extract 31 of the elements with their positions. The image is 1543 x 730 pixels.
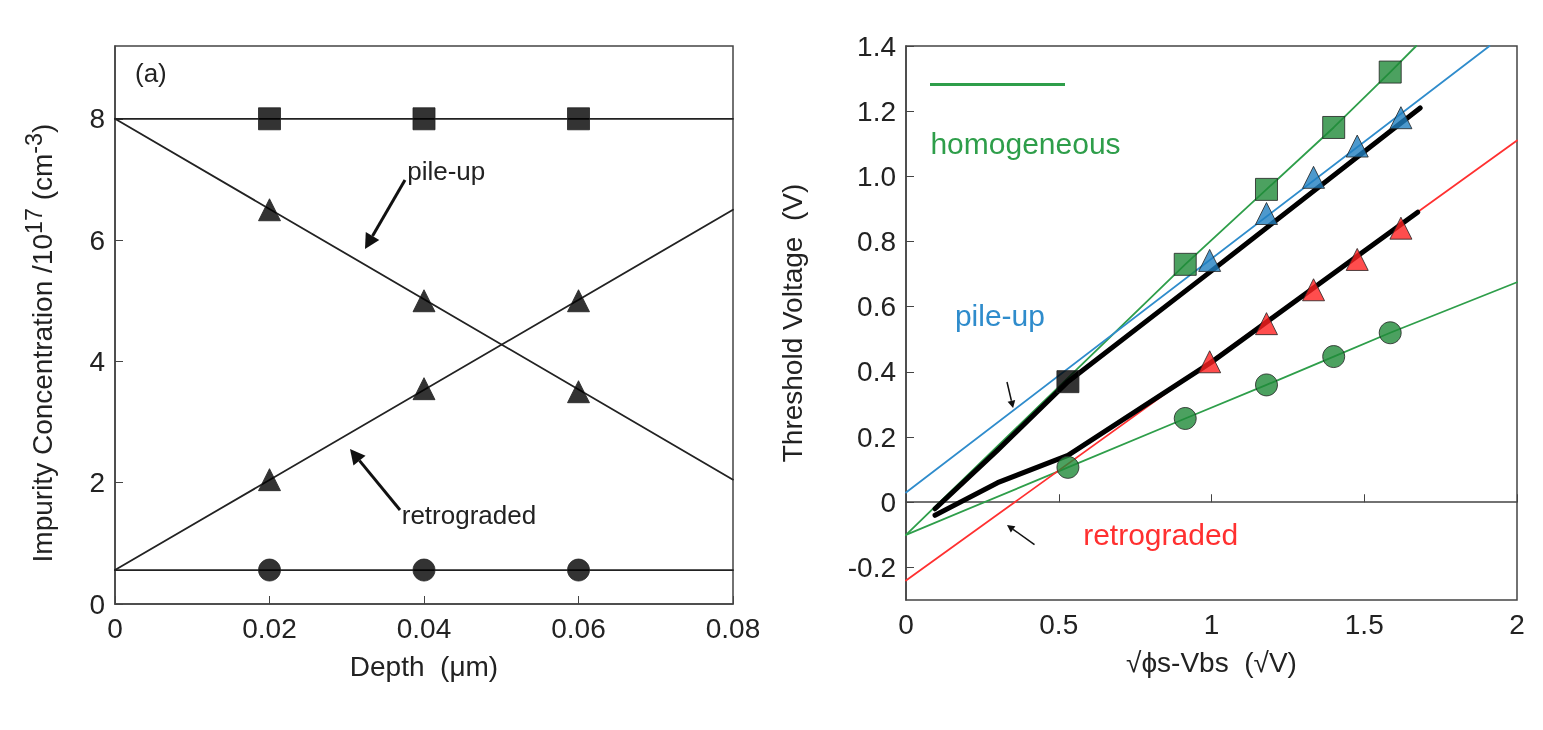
y-tick-label: -0.2 <box>847 551 896 583</box>
y-tick-label: 0.8 <box>857 226 896 258</box>
x-tick-label: 0.08 <box>705 612 761 644</box>
y-tick-label: 6 <box>89 224 105 256</box>
y-tick-label: 0 <box>880 486 896 518</box>
annotation: pile-up <box>407 156 486 188</box>
series-label: retrograded <box>1083 517 1239 552</box>
x-tick-label: 0.02 <box>242 612 297 644</box>
y-tick-label: 0.2 <box>857 421 896 453</box>
y-tick-label: 0.6 <box>857 291 896 323</box>
y-tick-label: 0 <box>89 588 105 620</box>
y-tick-label: 2 <box>89 467 105 499</box>
y-tick-label: 4 <box>89 345 105 377</box>
x-tick-label: 0.04 <box>396 612 452 644</box>
y-tick-label: 8 <box>89 103 105 135</box>
y-tick-label: 1.4 <box>857 30 896 62</box>
series-label: pile-up <box>954 299 1045 334</box>
x-tick-label: 1.5 <box>1344 608 1384 640</box>
y-axis-title: Threshold Voltage (V) <box>776 183 808 463</box>
x-tick-label: 0.06 <box>551 612 606 644</box>
text: homogeneous <box>930 126 1121 161</box>
y-tick-label: 0.4 <box>857 356 896 388</box>
y-tick-label: 1.2 <box>857 95 896 127</box>
annotation: retrograded <box>401 500 537 532</box>
x-tick-label: 1 <box>1203 608 1220 640</box>
x-tick-label: 0.5 <box>1039 608 1079 640</box>
y-tick-label: 1.0 <box>857 160 896 192</box>
annotation: (a) <box>135 58 167 89</box>
x-axis-title: √ϕs-Vbs (√V) <box>1126 646 1297 678</box>
x-axis-title: Depth (μm) <box>349 650 499 682</box>
x-tick-label: 2 <box>1509 608 1525 640</box>
